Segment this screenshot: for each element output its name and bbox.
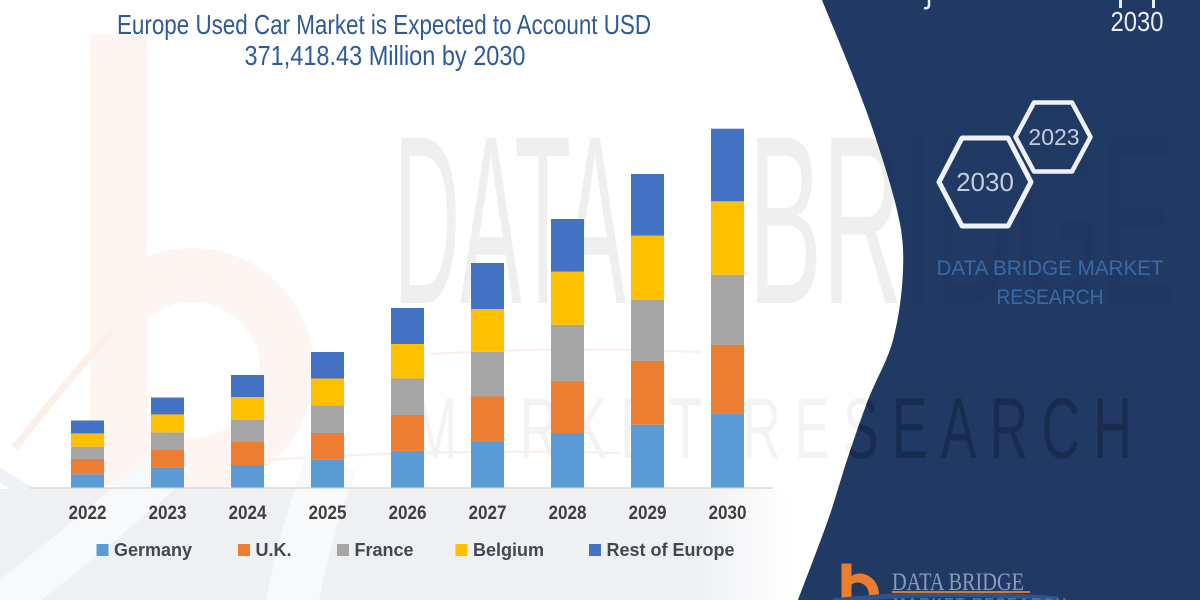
svg-text:2023: 2023	[149, 503, 187, 524]
svg-text:2024: 2024	[229, 503, 267, 524]
svg-text:DATA: DATA	[394, 88, 626, 355]
svg-text:Rest of Europe: Rest of Europe	[607, 540, 735, 560]
svg-text:2022: 2022	[69, 503, 107, 524]
svg-text:2029: 2029	[629, 503, 667, 524]
svg-text:Belgium: Belgium	[473, 540, 544, 560]
svg-text:2027: 2027	[469, 503, 507, 524]
svg-text:Europe Used Car Market is Expe: Europe Used Car Market is Expected to Ac…	[117, 9, 651, 40]
svg-text:2025: 2025	[309, 503, 347, 524]
svg-text:Germany: Germany	[114, 540, 192, 560]
svg-text:2030: 2030	[956, 167, 1014, 197]
svg-text:2028: 2028	[549, 503, 587, 524]
svg-text:2030: 2030	[709, 503, 747, 524]
svg-text:U.K.: U.K.	[256, 540, 292, 560]
svg-text:371,418.43 Million by 2030: 371,418.43 Million by 2030	[245, 40, 526, 71]
svg-text:2026: 2026	[389, 503, 427, 524]
svg-text:RESEARCH: RESEARCH	[997, 286, 1104, 309]
svg-text:France: France	[355, 540, 414, 560]
svg-text:2030: 2030	[1111, 6, 1164, 37]
svg-text:MARKET RESEARCH: MARKET RESEARCH	[893, 595, 1068, 600]
svg-text:DATA BRIDGE MARKET: DATA BRIDGE MARKET	[937, 257, 1164, 280]
svg-text:2023: 2023	[1028, 124, 1079, 150]
